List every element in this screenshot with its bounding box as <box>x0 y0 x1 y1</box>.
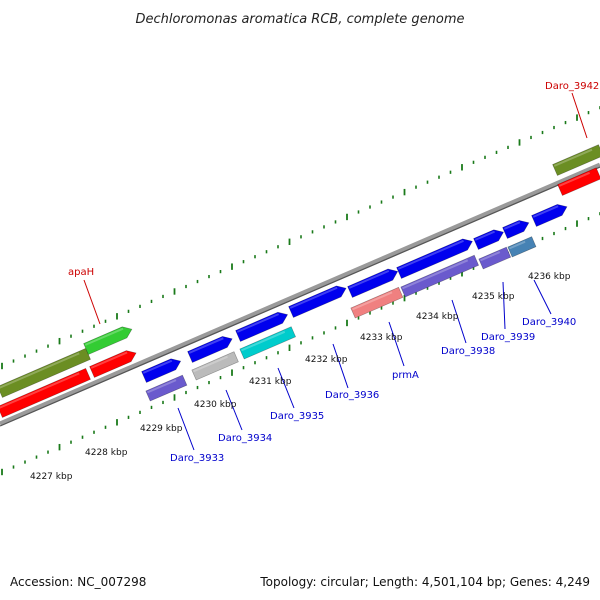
genome-backbone-shadow <box>0 166 600 427</box>
leader-daro-3938 <box>451 299 467 344</box>
gene-apaH-red-highlight <box>90 351 128 369</box>
gene-features <box>0 144 600 418</box>
leader-prmA <box>388 321 405 367</box>
gene-label-daro-3936: Daro_3936 <box>325 390 379 401</box>
gene-daro-3934-blue <box>187 336 233 363</box>
gene-label-apaH: apaH <box>68 267 94 278</box>
gene-right-blue-highlight <box>532 205 559 218</box>
gene-red-left-highlight <box>0 372 80 409</box>
gene-daro-3935-cyan-highlight <box>241 330 286 352</box>
upper-tick-track <box>1 106 600 370</box>
scale-label-4236: 4236 kbp <box>528 272 571 282</box>
scale-label-4235: 4235 kbp <box>472 292 515 302</box>
scale-label-4231: 4231 kbp <box>249 377 292 387</box>
gene-daro-3940-blue-highlight <box>503 221 521 230</box>
gene-daro-3938-purple-highlight <box>402 259 469 290</box>
leader-daro-3939 <box>502 281 506 330</box>
gene-daro-3938-purple <box>400 254 479 298</box>
gene-daro-3935-cyan <box>239 326 296 360</box>
gene-apaH-red <box>89 350 137 378</box>
gene-apaH-green-highlight <box>84 327 124 346</box>
gene-daro-3936-blue <box>288 285 347 318</box>
gene-label-daro-3940: Daro_3940 <box>522 317 576 328</box>
gene-daro-3938-blue <box>396 238 473 279</box>
gene-daro-3938-blue-highlight <box>397 239 464 270</box>
gene-daro-3934-gray-highlight <box>193 355 228 373</box>
gene-prmA-blue <box>347 268 399 298</box>
gene-label-daro-3935: Daro_3935 <box>270 411 324 422</box>
gene-red-left <box>0 368 91 418</box>
scale-label-4230: 4230 kbp <box>194 400 237 410</box>
scale-label-4233: 4233 kbp <box>360 333 403 343</box>
gene-label-daro-3934: Daro_3934 <box>218 433 272 444</box>
scale-label-4232: 4232 kbp <box>305 355 348 365</box>
gene-right-blue <box>531 204 568 227</box>
gene-daro-3942-olive-highlight <box>553 148 593 167</box>
leader-daro-3936 <box>332 343 349 389</box>
gene-daro-3942-red <box>557 167 600 196</box>
leader-daro-3935 <box>277 367 295 409</box>
gene-prmA-blue-highlight <box>348 270 390 289</box>
gene-daro-3942-olive <box>552 144 600 176</box>
label-leader-lines <box>83 92 588 451</box>
gene-daro-3939-blue <box>473 229 504 250</box>
leader-daro-3934 <box>225 389 243 431</box>
scale-label-4229: 4229 kbp <box>140 424 183 434</box>
gene-prmA-pink-highlight <box>352 291 393 311</box>
gene-daro-3940-steel-highlight <box>509 240 526 250</box>
gene-daro-3933-blue-highlight <box>142 359 173 374</box>
genome-summary-text: Topology: circular; Length: 4,501,104 bp… <box>259 575 590 589</box>
gene-label-daro-3939: Daro_3939 <box>481 332 535 343</box>
gene-daro-3939-blue-highlight <box>474 230 495 241</box>
gene-daro-3933-blue <box>141 358 182 383</box>
leader-apaH <box>83 279 101 325</box>
gene-label-prmA: prmA <box>392 370 419 381</box>
leader-daro-3940 <box>533 279 552 315</box>
gene-daro-3935-blue <box>235 311 289 342</box>
gene-daro-3934-gray <box>191 351 239 381</box>
leader-daro-3933 <box>177 407 195 451</box>
scale-label-4234: 4234 kbp <box>416 312 459 322</box>
scale-label-4227: 4227 kbp <box>30 472 73 482</box>
genome-title: Dechloromonas aromatica RCB, complete ge… <box>135 12 464 27</box>
gene-olive-left-highlight <box>0 352 80 389</box>
gene-daro-3939-purple-highlight <box>480 251 501 262</box>
gene-daro-3933-purple-highlight <box>147 379 177 394</box>
scale-label-4228: 4228 kbp <box>85 448 128 458</box>
gene-prmA-pink <box>350 286 404 319</box>
gene-label-daro-3933: Daro_3933 <box>170 453 224 464</box>
gene-daro-3934-blue-highlight <box>188 337 224 354</box>
gene-label-daro-3938: Daro_3938 <box>441 346 495 357</box>
gene-apaH-green <box>83 326 133 355</box>
gene-daro-3939-purple <box>478 246 512 270</box>
gene-daro-3935-blue-highlight <box>236 313 279 333</box>
genome-backbone <box>0 162 600 427</box>
gene-daro-3942-red-highlight <box>558 171 590 187</box>
accession-text: Accession: NC_007298 <box>10 575 146 589</box>
gene-daro-3940-blue <box>502 220 530 239</box>
gene-olive-left <box>0 348 91 398</box>
gene-daro-3940-steel <box>507 236 537 258</box>
gene-daro-3933-purple <box>145 374 188 402</box>
gene-label-daro-3942: Daro_3942 <box>545 81 599 92</box>
gene-daro-3936-blue-highlight <box>289 286 338 309</box>
leader-daro-3942 <box>571 92 588 139</box>
